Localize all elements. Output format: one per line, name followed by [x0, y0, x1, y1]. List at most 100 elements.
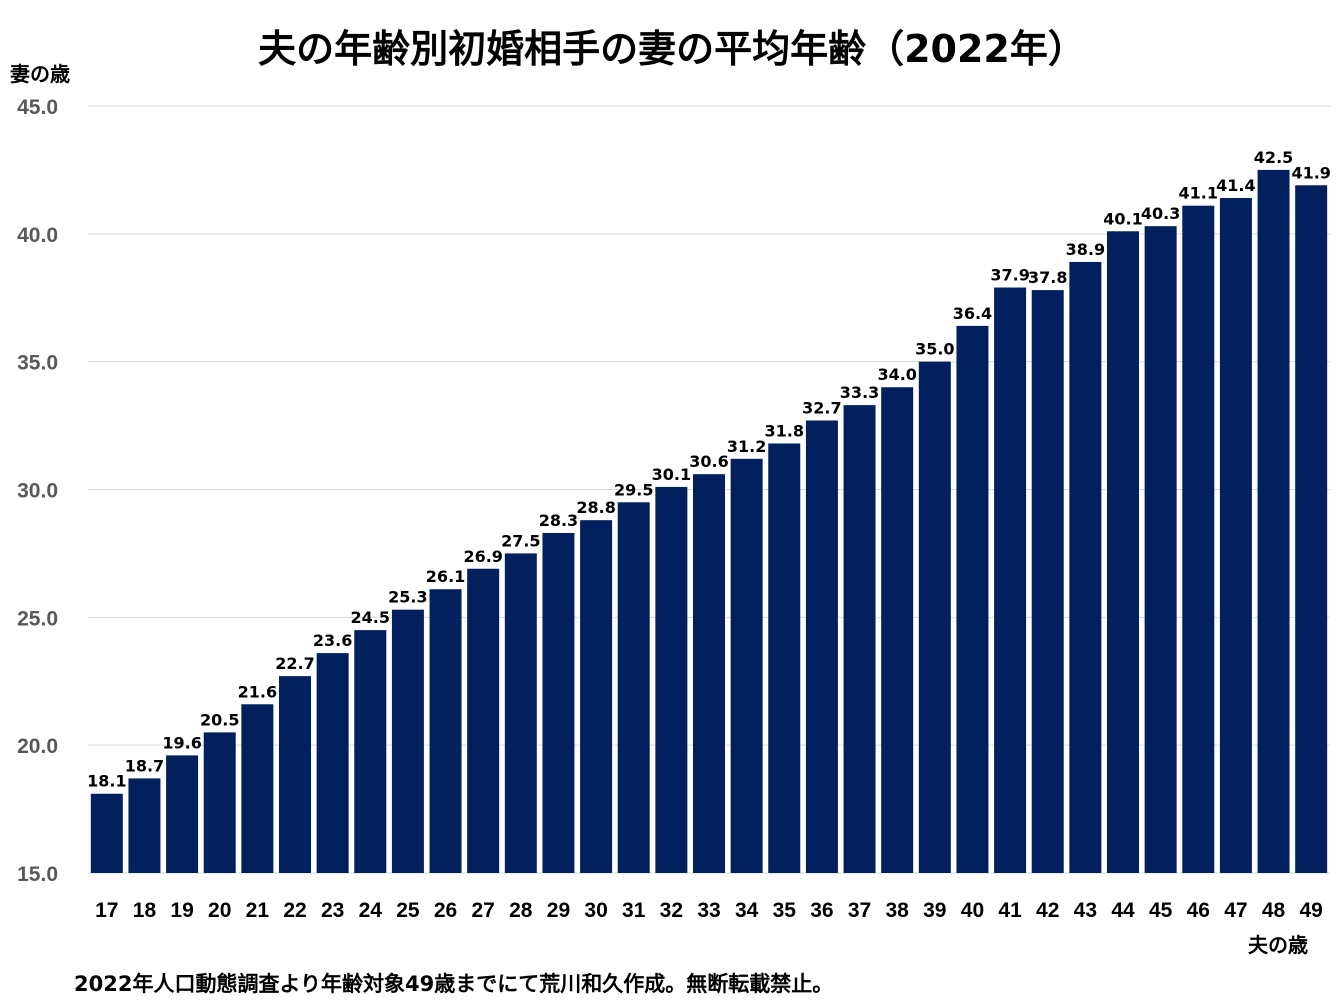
data-label: 24.5: [351, 608, 390, 627]
x-tick-label: 33: [697, 899, 720, 922]
bar: [1107, 231, 1139, 873]
bar: [1031, 290, 1064, 874]
data-label: 41.1: [1179, 184, 1218, 203]
data-label: 41.9: [1291, 163, 1330, 182]
bar: [279, 676, 311, 873]
data-label: 18.1: [87, 772, 126, 791]
x-tick-label: 32: [660, 899, 683, 922]
x-tick-label: 23: [321, 899, 344, 922]
data-label: 37.9: [990, 266, 1029, 285]
data-label: 18.7: [125, 756, 164, 775]
bar: [1257, 169, 1290, 873]
bar: [918, 361, 951, 873]
x-tick-label: 34: [735, 899, 759, 922]
bar: [693, 474, 725, 873]
x-tick-label: 44: [1111, 899, 1135, 922]
y-tick-label: 25.0: [17, 607, 58, 630]
bar: [504, 553, 537, 873]
x-tick-label: 29: [547, 899, 570, 922]
x-tick-label: 41: [998, 899, 1022, 922]
x-axis-label: 夫の歳: [1248, 933, 1308, 957]
data-label: 36.4: [953, 304, 992, 323]
data-label: 38.9: [1066, 240, 1105, 259]
data-label: 30.6: [689, 452, 728, 471]
x-tick-label: 20: [208, 899, 231, 922]
data-label: 26.1: [426, 567, 465, 586]
data-label: 33.3: [840, 383, 879, 402]
data-label: 32.7: [802, 398, 841, 417]
data-label: 40.3: [1141, 204, 1180, 223]
bar: [467, 568, 500, 873]
data-label: 27.5: [501, 531, 540, 550]
bar: [956, 325, 989, 874]
bar: [881, 387, 914, 873]
x-tick-label: 48: [1262, 899, 1286, 922]
data-label: 25.3: [388, 588, 427, 607]
x-tick-label: 25: [396, 899, 420, 922]
x-tick-label: 17: [95, 899, 118, 922]
data-label: 31.2: [727, 437, 766, 456]
data-label: 35.0: [915, 340, 954, 359]
y-tick-label: 45.0: [17, 96, 58, 119]
x-tick-label: 37: [848, 899, 871, 922]
x-tick-label: 47: [1224, 899, 1247, 922]
data-label: 40.1: [1103, 209, 1142, 228]
data-label: 21.6: [238, 682, 277, 701]
bar: [994, 287, 1027, 874]
data-label: 20.5: [200, 710, 239, 729]
x-tick-label: 42: [1036, 899, 1059, 922]
data-label: 28.3: [539, 511, 578, 530]
footnote: 2022年人口動態調査より年齢対象49歳までにて荒川和久作成。無断転載禁止。: [74, 972, 834, 996]
x-tick-label: 18: [133, 899, 157, 922]
data-label: 29.5: [614, 480, 653, 499]
x-tick-label: 43: [1074, 899, 1097, 922]
bar: [90, 793, 123, 873]
bar: [1295, 185, 1328, 874]
bar: [429, 589, 462, 873]
x-tick-label: 27: [472, 899, 495, 922]
x-tick-label: 46: [1187, 899, 1210, 922]
x-tick-label: 21: [246, 899, 270, 922]
chart-title: 夫の年齢別初婚相手の妻の平均年齢（2022年）: [258, 27, 1086, 71]
bar: [354, 630, 387, 873]
y-tick-label: 15.0: [17, 863, 58, 886]
x-tick-label: 39: [923, 899, 946, 922]
data-label: 31.8: [765, 421, 804, 440]
x-tick-label: 28: [509, 899, 533, 922]
bar: [730, 458, 763, 873]
data-label: 42.5: [1254, 148, 1293, 167]
y-tick-label: 40.0: [17, 224, 58, 247]
bar: [805, 420, 838, 873]
x-tick-label: 38: [886, 899, 910, 922]
x-tick-label: 24: [359, 899, 383, 922]
x-tick-label: 22: [283, 899, 306, 922]
y-tick-label: 20.0: [17, 735, 58, 758]
bar: [542, 532, 575, 873]
data-label: 34.0: [877, 365, 916, 384]
bar: [241, 704, 274, 873]
bar: [203, 732, 236, 873]
data-label: 37.8: [1028, 268, 1067, 287]
y-tick-label: 35.0: [17, 352, 58, 375]
x-tick-label: 26: [434, 899, 457, 922]
bar: [316, 653, 349, 873]
bar: [655, 486, 688, 873]
x-tick-label: 19: [170, 899, 193, 922]
data-label: 19.6: [162, 733, 201, 752]
x-tick-label: 35: [773, 899, 797, 922]
data-label: 41.4: [1216, 176, 1255, 195]
bar: [580, 520, 613, 873]
data-label: 23.6: [313, 631, 352, 650]
bar: [1069, 261, 1102, 873]
x-tick-label: 30: [584, 899, 607, 922]
bar: [166, 755, 199, 873]
data-label: 26.9: [463, 547, 502, 566]
y-tick-label: 30.0: [17, 480, 58, 503]
data-label: 30.1: [652, 465, 691, 484]
x-tick-label: 45: [1149, 899, 1173, 922]
bar: [128, 778, 161, 873]
bar: [768, 443, 801, 873]
x-tick-label: 49: [1300, 899, 1323, 922]
x-tick-label: 40: [961, 899, 984, 922]
